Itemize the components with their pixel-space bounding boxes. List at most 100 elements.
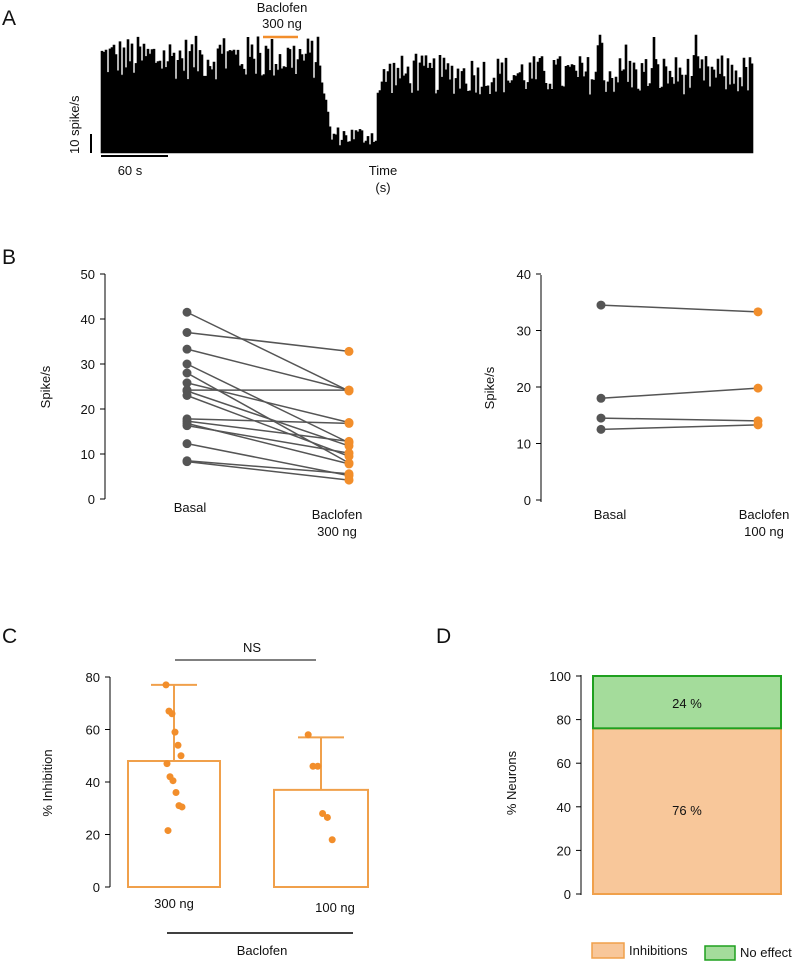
paired-line <box>186 390 350 447</box>
basal-point <box>182 359 192 369</box>
basal-point <box>182 307 192 317</box>
paired-line <box>186 420 350 443</box>
y-tick-label: 60 <box>557 756 571 771</box>
category-label-100ng: 100 ng <box>315 900 355 915</box>
data-point <box>304 731 312 739</box>
y-axis-label: Spike/s <box>482 366 497 409</box>
data-point <box>171 728 179 736</box>
basal-point <box>182 328 192 337</box>
group-label: Baclofen <box>237 943 288 958</box>
basal-point <box>182 344 192 354</box>
basal-point <box>182 368 192 378</box>
segment-label-no-effect: 24 % <box>672 696 702 711</box>
data-point <box>319 810 327 817</box>
y-tick-label: 0 <box>524 493 531 508</box>
y-tick-label: 20 <box>557 843 571 858</box>
data-point <box>163 760 171 768</box>
basal-point <box>182 457 192 467</box>
baclofen-point <box>344 385 354 395</box>
paired-line <box>186 394 350 457</box>
paired-line <box>186 331 350 353</box>
panel-a-firing-trace: Baclofen 300 ng 10 spike/s 60 s Time (s) <box>67 0 754 195</box>
panel-label-a: A <box>2 7 16 30</box>
baclofen-point <box>344 346 354 356</box>
paired-lines <box>596 300 763 434</box>
data-point <box>164 827 172 835</box>
y-axis-ticks: 0 10 20 30 40 <box>517 267 541 508</box>
y-tick-label: 0 <box>93 880 100 895</box>
data-point <box>309 762 317 770</box>
paired-lines <box>182 307 354 485</box>
y-tick-label: 0 <box>88 492 95 507</box>
y-tick-label: 40 <box>81 312 95 327</box>
paired-line <box>186 382 350 424</box>
baclofen-annotation-drug: Baclofen <box>257 0 308 15</box>
paired-line <box>186 418 350 425</box>
basal-point <box>182 439 192 449</box>
bar-segment-no-effect <box>592 675 782 730</box>
paired-line <box>186 442 350 477</box>
data-point <box>162 681 170 689</box>
y-axis-ticks: 0 10 20 30 40 50 <box>81 267 105 507</box>
y-axis-label: % Neurons <box>504 750 519 815</box>
paired-line <box>600 304 759 313</box>
panel-b-300ng-paired-plot: 0 10 20 30 40 50 Spike/s Basal Baclofen 300 n… <box>38 267 362 539</box>
paired-line <box>186 460 350 475</box>
panel-label-b: B <box>2 246 16 269</box>
legend-label-no-effect: No effect <box>740 945 792 960</box>
basal-point <box>596 424 606 434</box>
y-axis-label: Spike/s <box>38 365 53 408</box>
legend-swatch-no-effect <box>704 945 736 961</box>
category-label-dose: 100 ng <box>744 524 784 539</box>
bars <box>127 681 369 888</box>
y-axis-ticks: 0 20 40 60 80 100 <box>549 669 581 902</box>
panel-b-100ng-paired-plot: 0 10 20 30 40 Spike/s Basal Baclofen 100 ng <box>482 267 789 539</box>
baclofen-point <box>344 436 354 446</box>
stacked-bar: 76 % 24 % <box>592 675 782 895</box>
data-point <box>323 813 331 821</box>
category-label-basal: Basal <box>174 500 207 515</box>
data-point <box>177 752 185 760</box>
basal-point <box>182 421 192 431</box>
segment-label-inhibitions: 76 % <box>672 803 702 818</box>
baclofen-point <box>344 459 354 469</box>
category-label-baclofen: Baclofen <box>312 507 363 522</box>
firing-rate-histogram <box>100 34 754 154</box>
baclofen-annotation-dose: 300 ng <box>262 16 302 31</box>
paired-line <box>600 424 759 431</box>
basal-point <box>182 391 192 400</box>
basal-point <box>182 378 192 388</box>
y-tick-label: 40 <box>517 267 531 282</box>
legend-label-inhibitions: Inhibitions <box>629 943 688 958</box>
baclofen-point <box>344 448 354 458</box>
y-tick-label: 60 <box>86 723 100 738</box>
firing-rate-area <box>100 34 754 154</box>
baclofen-point <box>753 307 763 317</box>
y-tick-label: 20 <box>517 380 531 395</box>
paired-line <box>600 387 759 400</box>
x-axis-label: Time <box>369 163 397 178</box>
data-point <box>168 710 176 718</box>
data-point <box>328 836 336 844</box>
data-point <box>314 762 322 770</box>
y-tick-label: 80 <box>557 713 571 728</box>
baclofen-point <box>753 383 763 393</box>
y-tick-label: 100 <box>549 669 571 684</box>
y-tick-label: 30 <box>517 324 531 339</box>
x-axis-unit: (s) <box>375 180 390 195</box>
y-tick-label: 80 <box>86 670 100 685</box>
data-point <box>172 789 180 796</box>
y-axis-ticks: 0 20 40 60 80 <box>86 670 110 895</box>
paired-line <box>600 417 759 422</box>
y-tick-label: 20 <box>86 828 100 843</box>
panel-label-d: D <box>436 625 451 648</box>
scalebar-horizontal-label: 60 s <box>118 163 143 178</box>
y-axis-label: % Inhibition <box>40 749 55 816</box>
paired-line <box>186 348 350 391</box>
y-tick-label: 20 <box>81 402 95 417</box>
y-tick-label: 0 <box>564 887 571 902</box>
y-tick-label: 10 <box>517 437 531 452</box>
paired-line <box>186 424 350 454</box>
y-tick-label: 40 <box>557 800 571 815</box>
